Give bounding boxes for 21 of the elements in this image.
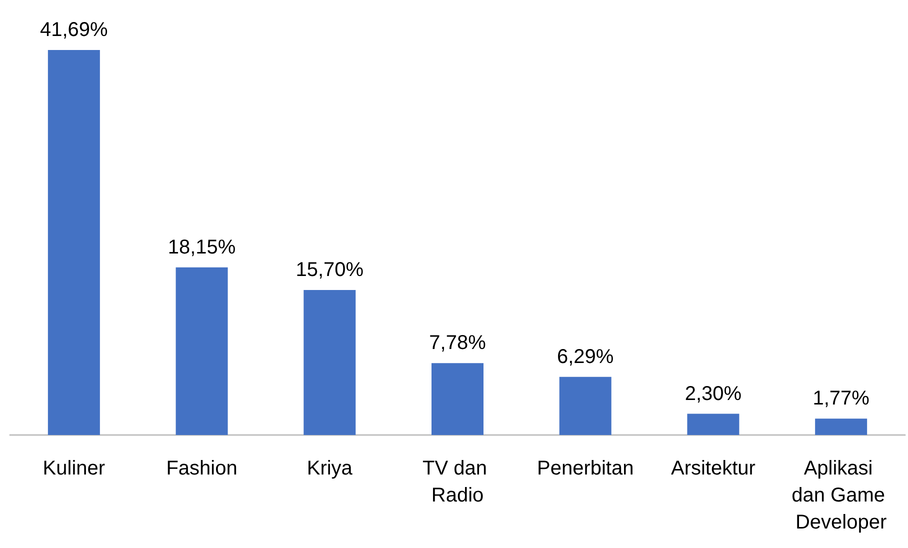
bar (176, 267, 228, 435)
data-label: 7,78% (429, 332, 486, 354)
data-label: 41,69% (40, 19, 108, 41)
bar (815, 418, 868, 435)
bar (432, 363, 484, 435)
x-tick-label: Kuliner (42, 458, 106, 480)
data-label: 2,30% (684, 382, 742, 405)
data-label: 6,29% (557, 346, 614, 368)
data-label: 15,70% (296, 259, 364, 282)
x-tick-label: Penerbitan (536, 458, 634, 480)
x-tick-label: Arsitektur (670, 458, 756, 480)
bar (687, 414, 740, 435)
x-tick-label: TV dan Radio (422, 458, 493, 506)
data-label: 1,77% (812, 388, 870, 410)
bar (304, 290, 356, 435)
x-tick-label: Kriya (306, 458, 354, 480)
x-tick-label: Aplikasi dan Game Developer (792, 458, 891, 534)
bar (559, 376, 612, 435)
data-label: 18,15% (168, 236, 236, 258)
x-tick-label: Fashion (166, 458, 238, 480)
bar (48, 50, 100, 435)
